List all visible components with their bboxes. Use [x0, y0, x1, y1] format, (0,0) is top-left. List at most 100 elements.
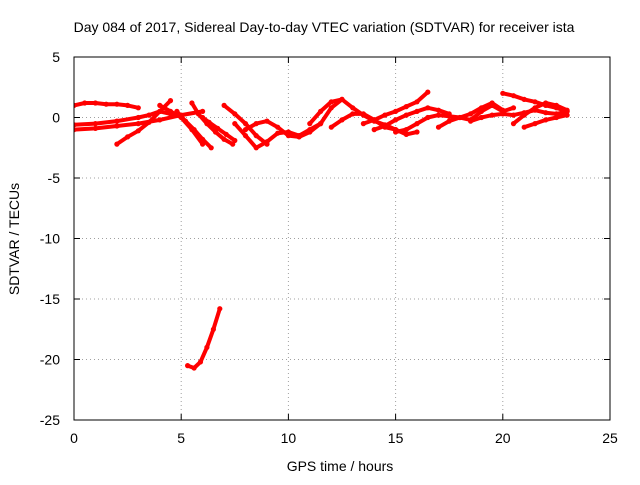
data-point	[339, 117, 345, 123]
data-point	[414, 129, 420, 135]
data-point	[74, 127, 77, 133]
data-point	[135, 121, 141, 127]
data-point	[157, 102, 163, 108]
data-point	[403, 127, 409, 133]
data-series-track-20	[510, 100, 570, 127]
data-point	[232, 121, 238, 127]
data-point	[532, 99, 538, 105]
data-point	[425, 114, 431, 121]
data-point	[275, 124, 281, 130]
data-point	[553, 114, 560, 121]
data-point	[403, 131, 409, 137]
data-point	[92, 121, 98, 127]
data-point	[221, 102, 227, 108]
data-point	[414, 108, 420, 114]
data-point	[543, 100, 549, 106]
data-point	[191, 365, 197, 371]
x-tick-label: 10	[281, 430, 297, 446]
data-point	[446, 118, 452, 124]
data-point	[167, 108, 174, 114]
data-point	[382, 123, 388, 129]
data-point	[174, 108, 180, 114]
data-point	[253, 121, 259, 127]
data-point	[521, 96, 527, 102]
x-axis-label: GPS time / hours	[287, 458, 394, 474]
data-point	[318, 121, 324, 127]
data-point	[242, 127, 249, 133]
data-point	[478, 108, 484, 114]
y-tick-label: -15	[40, 291, 60, 307]
data-point	[114, 118, 120, 124]
data-point	[403, 112, 409, 118]
data-point	[146, 119, 152, 125]
data-point	[206, 119, 212, 125]
data-point	[328, 99, 334, 105]
data-point	[414, 121, 420, 127]
data-point	[210, 326, 216, 332]
data-point	[189, 100, 195, 106]
data-point	[403, 104, 409, 110]
data-point	[74, 102, 77, 108]
data-point	[553, 102, 560, 108]
data-point	[135, 105, 141, 111]
data-point	[92, 100, 98, 106]
data-point	[543, 117, 549, 123]
data-point	[360, 121, 366, 127]
data-track-line	[468, 108, 570, 124]
data-point	[253, 145, 259, 151]
data-point	[328, 124, 334, 130]
data-point	[157, 108, 163, 114]
data-series-track-21	[521, 112, 570, 130]
data-point	[339, 96, 345, 102]
data-point	[510, 121, 517, 127]
y-tick-label: -20	[40, 352, 60, 368]
data-point	[350, 105, 356, 111]
data-point	[532, 121, 538, 127]
data-point	[200, 114, 206, 121]
data-series-track-14	[360, 89, 431, 127]
data-point	[146, 112, 152, 118]
data-point	[197, 359, 204, 365]
data-point	[307, 129, 313, 135]
data-point	[125, 102, 131, 108]
data-point	[217, 306, 223, 312]
data-point	[204, 344, 210, 350]
data-series-track-15	[371, 105, 452, 133]
data-point	[521, 112, 527, 118]
data-point	[393, 108, 399, 114]
x-tick-label: 20	[495, 430, 511, 446]
data-point	[307, 121, 313, 127]
data-point	[500, 90, 506, 96]
data-point	[103, 101, 109, 107]
data-point	[232, 111, 238, 117]
data-point	[195, 111, 201, 117]
data-point	[92, 125, 98, 131]
x-tick-label: 5	[177, 430, 185, 446]
chart-title: Day 084 of 2017, Sidereal Day-to-day VTE…	[74, 19, 575, 35]
data-point	[382, 112, 388, 118]
data-point	[275, 130, 281, 136]
data-point	[425, 89, 431, 95]
data-point	[435, 107, 442, 113]
data-point	[457, 114, 463, 121]
y-tick-label: 0	[52, 110, 60, 126]
data-point	[564, 112, 570, 118]
data-point	[393, 129, 399, 135]
data-point	[414, 99, 420, 105]
data-point	[543, 110, 549, 116]
data-point	[157, 117, 163, 123]
data-point	[242, 133, 249, 139]
data-point	[215, 125, 221, 131]
data-point	[135, 128, 141, 134]
data-point	[393, 117, 399, 123]
data-layer	[74, 89, 570, 371]
data-point	[510, 93, 517, 99]
data-point	[221, 136, 227, 142]
y-axis-label: SDTVAR / TECUs	[6, 183, 22, 295]
data-series-track-4	[114, 98, 174, 147]
data-series-track-22	[185, 306, 223, 371]
data-point	[223, 131, 229, 137]
data-point	[125, 134, 131, 140]
